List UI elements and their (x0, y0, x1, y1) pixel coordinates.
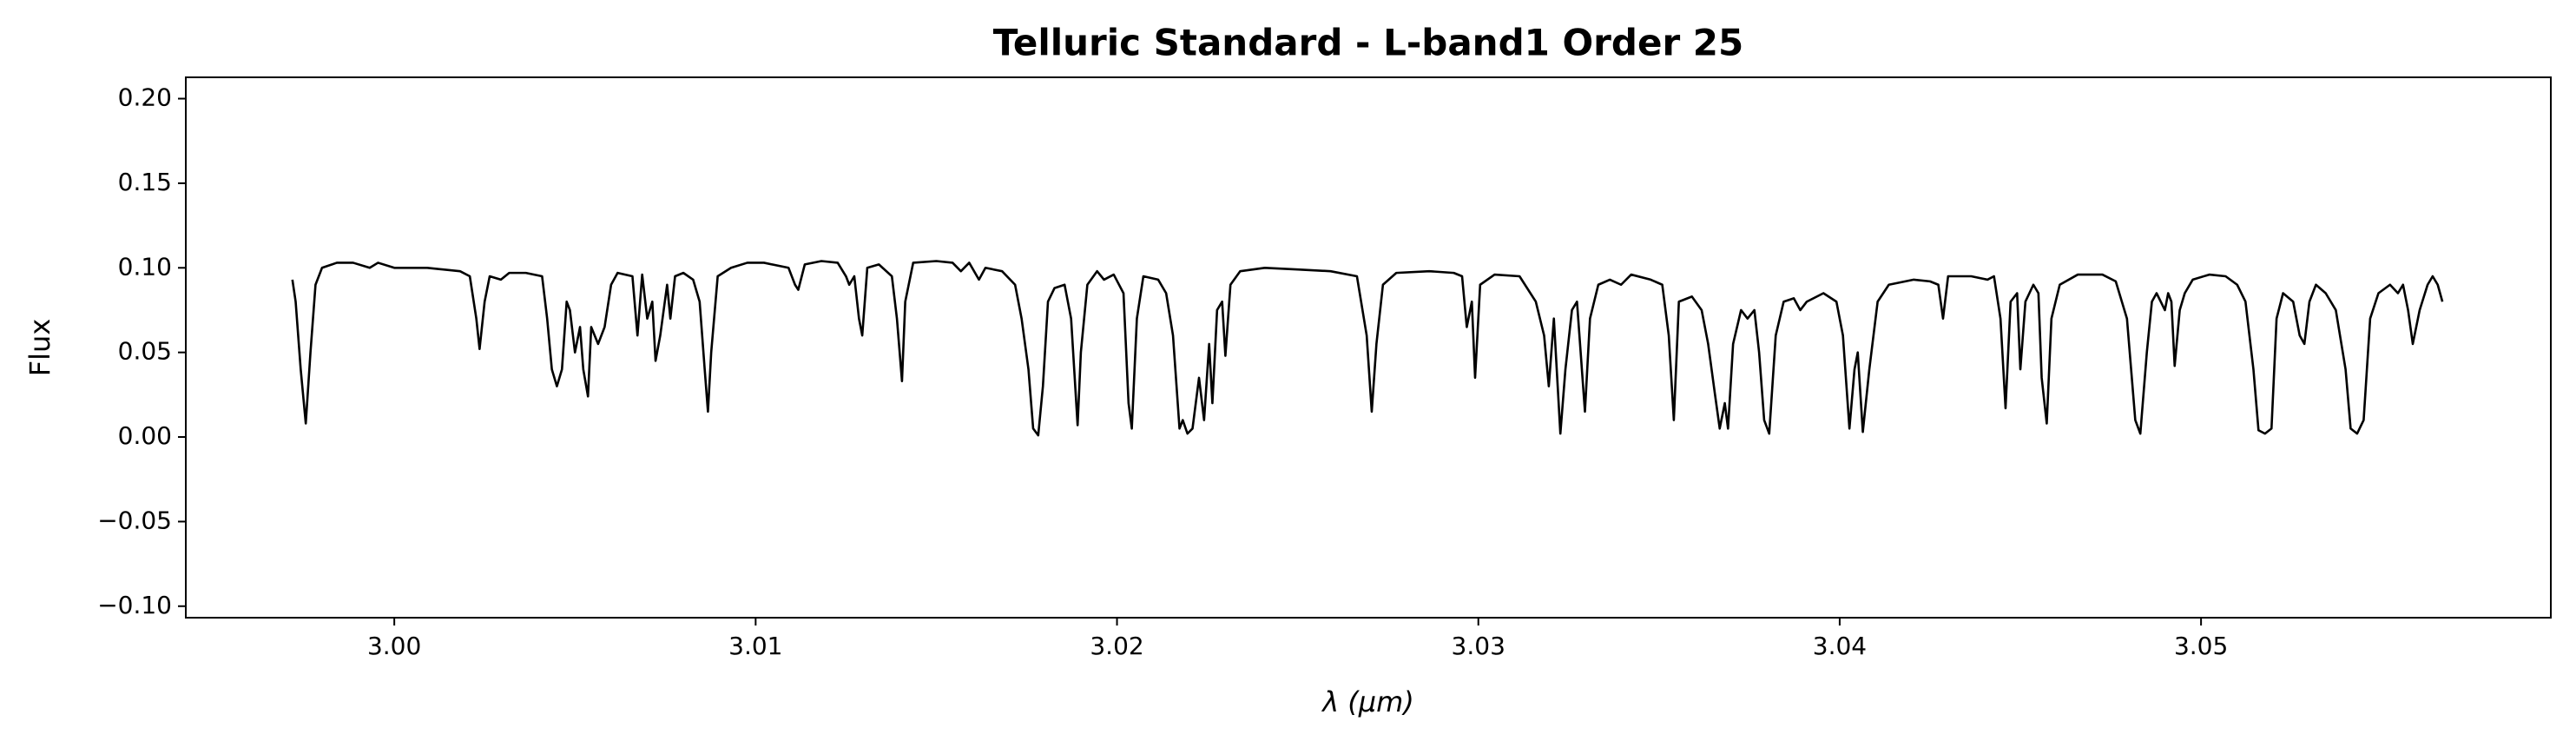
x-tick-label: 3.05 (2174, 632, 2228, 660)
y-axis-label: Flux (23, 319, 56, 377)
y-tick-label: −0.05 (97, 506, 172, 534)
y-tick-label: 0.05 (118, 337, 172, 366)
x-tick-label: 3.04 (1813, 632, 1867, 660)
y-tick-label: 0.15 (118, 168, 172, 196)
y-tick-label: −0.10 (97, 591, 172, 619)
spectrum-line (291, 260, 2444, 437)
chart-title: Telluric Standard - L-band1 Order 25 (993, 22, 1743, 64)
x-tick-label: 3.03 (1452, 632, 1505, 660)
x-axis-label: λ (μm) (1321, 685, 1414, 718)
y-tick-label: 0.20 (118, 83, 172, 112)
x-tick-label: 3.00 (367, 632, 421, 660)
x-tick-label: 3.02 (1090, 632, 1143, 660)
plot-frame (185, 76, 2552, 619)
y-tick-label: 0.00 (118, 421, 172, 450)
x-tick-label: 3.01 (728, 632, 782, 660)
y-tick-label: 0.10 (118, 252, 172, 281)
